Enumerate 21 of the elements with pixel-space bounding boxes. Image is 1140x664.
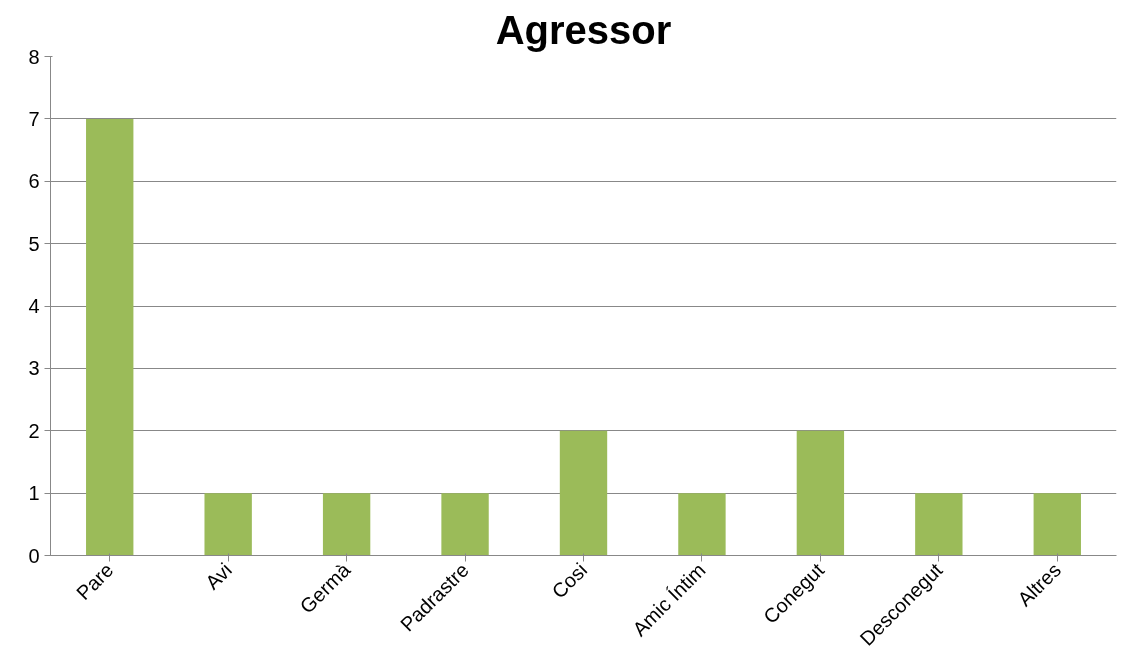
y-tick-label: 1 bbox=[28, 482, 40, 505]
bar bbox=[559, 430, 608, 556]
x-tick-label: Pare bbox=[72, 558, 118, 605]
y-tick-label: 2 bbox=[28, 419, 40, 442]
chart-title: Agressor bbox=[495, 7, 672, 52]
bar bbox=[322, 493, 371, 556]
bar bbox=[441, 493, 489, 556]
bar bbox=[678, 493, 726, 556]
y-tick-label: 0 bbox=[28, 544, 40, 567]
y-tick-label: 4 bbox=[28, 295, 40, 317]
y-tick-label: 3 bbox=[28, 357, 40, 380]
y-tick-label: 8 bbox=[28, 45, 40, 68]
bar bbox=[204, 493, 252, 556]
y-tick-label: 5 bbox=[28, 232, 40, 255]
bar bbox=[915, 493, 963, 556]
bar bbox=[1033, 493, 1081, 556]
bar bbox=[796, 430, 845, 556]
bar bbox=[86, 118, 134, 556]
x-tick-label: Avi bbox=[201, 558, 236, 594]
y-tick-label: 7 bbox=[28, 107, 40, 130]
y-tick-label: 6 bbox=[28, 170, 40, 193]
